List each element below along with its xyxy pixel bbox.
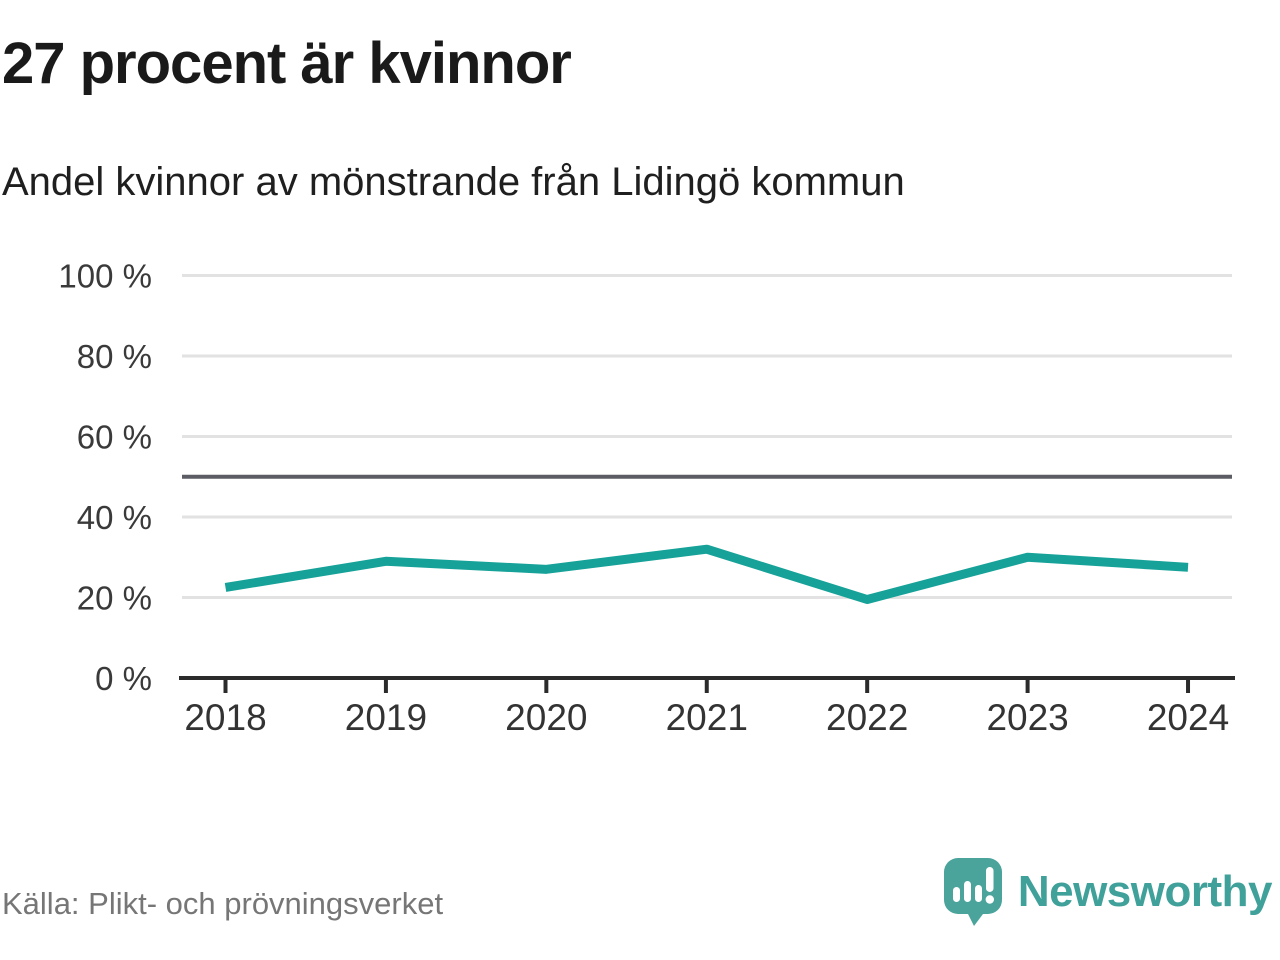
x-tick-label: 2020 bbox=[505, 697, 587, 738]
chart-subtitle: Andel kvinnor av mönstrande från Lidingö… bbox=[2, 160, 905, 204]
source-note: Källa: Plikt- och prövningsverket bbox=[2, 886, 444, 921]
x-tick-label: 2021 bbox=[666, 697, 748, 738]
x-tick-label: 2024 bbox=[1147, 697, 1229, 738]
newsworthy-logo-icon bbox=[943, 858, 1002, 926]
x-tick-label: 2019 bbox=[345, 697, 427, 738]
y-tick-label: 100 % bbox=[58, 258, 152, 295]
y-tick-label: 40 % bbox=[77, 499, 152, 536]
y-tick-label: 20 % bbox=[77, 580, 152, 617]
x-tick-label: 2022 bbox=[826, 697, 908, 738]
page-title: 27 procent är kvinnor bbox=[2, 31, 572, 96]
newsworthy-logo-text: Newsworthy bbox=[1017, 867, 1273, 916]
line-chart: 2018 2019 2020 2021 2022 2023 2024 0 % 20 % 40 % 6… bbox=[58, 258, 1235, 738]
x-tick-label: 2023 bbox=[986, 697, 1068, 738]
y-tick-label: 0 % bbox=[95, 660, 152, 697]
y-tick-label: 60 % bbox=[77, 419, 152, 456]
x-tick-label: 2018 bbox=[184, 697, 266, 738]
data-line bbox=[224, 544, 1189, 605]
newsworthy-logo: Newsworthy bbox=[942, 856, 1273, 928]
y-tick-label: 80 % bbox=[77, 338, 152, 375]
